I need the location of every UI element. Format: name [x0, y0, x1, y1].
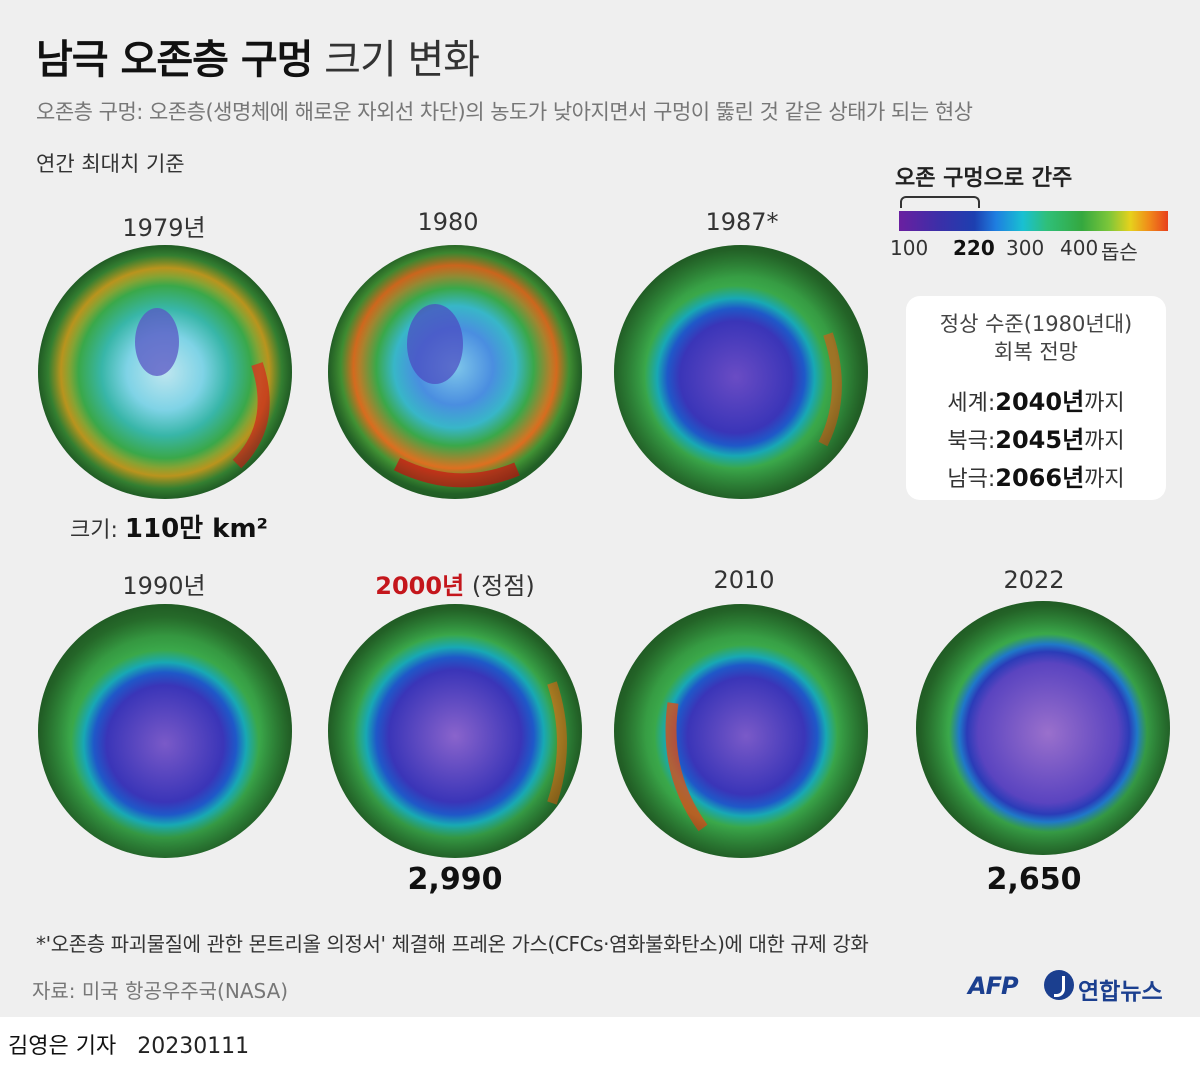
- reporter-name: 김영은 기자: [8, 1034, 117, 1059]
- ozone-globe-2022: [916, 601, 1170, 855]
- recovery-label: 남극:: [947, 467, 996, 492]
- year-label-2010: 2010: [713, 566, 775, 594]
- recovery-row-world: 세계:2040년까지: [906, 382, 1166, 417]
- hole-size-2022: 2,650: [986, 862, 1082, 897]
- year-label-1987: 1987*: [705, 208, 779, 236]
- peak-year: 2000년: [375, 572, 465, 600]
- recovery-heading-2: 회복 전망: [994, 340, 1078, 364]
- page-title: 남극 오존층 구멍 크기 변화: [36, 34, 480, 86]
- footnote: *'오존층 파괴물질에 관한 몬트리올 의정서' 체결해 프레온 가스(CFCs…: [36, 932, 869, 956]
- recovery-year: 2045년: [995, 426, 1085, 454]
- size-label-value: 110만 km²: [124, 514, 268, 544]
- year-label-1979: 1979년: [122, 214, 206, 242]
- recovery-year: 2040년: [995, 388, 1085, 416]
- recovery-heading: 정상 수준(1980년대) 회복 전망: [906, 310, 1166, 366]
- source-note: 자료: 미국 항공우주국(NASA): [32, 979, 289, 1003]
- title-bold: 남극 오존층 구멍: [36, 37, 313, 83]
- ozone-globe-1987: [614, 245, 868, 499]
- legend-colorbar: [899, 211, 1168, 231]
- infographic-panel: 남극 오존층 구멍 크기 변화 오존층 구멍: 오존층(생명체에 해로운 자외선…: [0, 0, 1200, 1017]
- legend-tick-100: 100: [890, 236, 929, 260]
- recovery-suffix: 까지: [1084, 467, 1125, 492]
- subtitle: 오존층 구멍: 오존층(생명체에 해로운 자외선 차단)의 농도가 낮아지면서 …: [36, 100, 973, 124]
- ozone-globe-1980: [328, 245, 582, 499]
- yonhap-logo-icon: [1044, 970, 1074, 1000]
- legend-title: 오존 구멍으로 간주: [895, 166, 1073, 191]
- ozone-globe-2010: [614, 604, 868, 858]
- recovery-row-arctic: 북극:2045년까지: [906, 420, 1166, 455]
- year-label-2022: 2022: [1003, 566, 1065, 594]
- legend-bracket: [900, 196, 980, 208]
- legend-tick-400: 400: [1060, 236, 1099, 260]
- recovery-year: 2066년: [995, 464, 1085, 492]
- ozone-globe-1979: [38, 245, 292, 499]
- legend-tick-220: 220: [953, 236, 995, 260]
- recovery-suffix: 까지: [1084, 391, 1125, 416]
- year-label-1990: 1990년: [122, 572, 206, 600]
- recovery-suffix: 까지: [1084, 429, 1125, 454]
- legend-tick-unit: 돕슨: [1101, 240, 1138, 264]
- year-label-1980: 1980: [417, 208, 479, 236]
- recovery-forecast-box: 정상 수준(1980년대) 회복 전망 세계:2040년까지 북극:2045년까…: [906, 296, 1166, 500]
- recovery-label: 세계:: [947, 391, 996, 416]
- hole-size-2000: 2,990: [407, 862, 503, 897]
- ozone-globe-2000: [328, 604, 582, 858]
- peak-suffix: (정점): [471, 572, 535, 600]
- ozone-globe-1990: [38, 604, 292, 858]
- year-label-2000: 2000년 (정점): [305, 566, 605, 601]
- yonhap-logo-text: 연합뉴스: [1078, 979, 1163, 1005]
- recovery-label: 북극:: [947, 429, 996, 454]
- legend-tick-300: 300: [1006, 236, 1045, 260]
- basis-note: 연간 최대치 기준: [36, 152, 185, 176]
- title-light: 크기 변화: [324, 37, 480, 83]
- byline: 김영은 기자 20230111: [8, 1028, 249, 1060]
- recovery-heading-1: 정상 수준(1980년대): [939, 312, 1133, 336]
- size-label-text: 크기:: [70, 518, 118, 543]
- publish-date: 20230111: [137, 1034, 250, 1059]
- recovery-row-antarctic: 남극:2066년까지: [906, 458, 1166, 493]
- size-label-1979: 크기: 110만 km²: [70, 508, 268, 545]
- afp-logo: AFP: [968, 972, 1019, 1000]
